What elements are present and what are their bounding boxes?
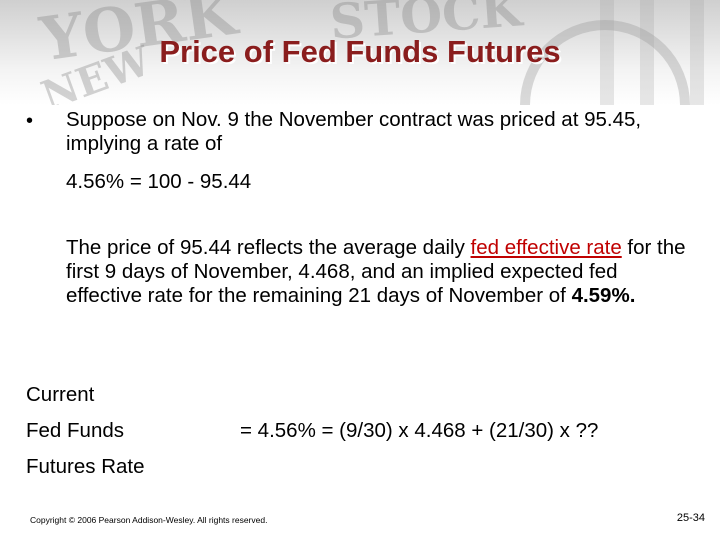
- bullet-marker: •: [26, 110, 34, 132]
- explanation-text-after: for the first 9 days of November, 4.468,…: [66, 236, 686, 307]
- futures-rate-formula: = 4.56% = (9/30) x 4.468 + (21/30) x ??: [240, 419, 599, 442]
- implied-rate-value: 4.59%.: [571, 284, 636, 307]
- explanation-text-before: The price of 95.44 reflects the average …: [66, 236, 471, 259]
- copyright-notice: Copyright © 2006 Pearson Addison-Wesley.…: [30, 515, 268, 525]
- paragraph-contract-price: Suppose on Nov. 9 the November contract …: [66, 108, 642, 155]
- paragraph-rate-equation: 4.56% = 100 - 95.44: [66, 170, 252, 193]
- label-futures-rate: Futures Rate: [26, 455, 145, 478]
- fed-effective-rate-link[interactable]: fed effective rate: [470, 236, 622, 259]
- label-current: Current: [26, 383, 95, 406]
- paragraph-price-explanation: The price of 95.44 reflects the average …: [66, 236, 686, 308]
- slide-title: Price of Fed Funds Futures: [159, 34, 561, 69]
- header-background-image: YORK STOCK NEW: [0, 0, 720, 105]
- page-number: 25-34: [676, 512, 705, 524]
- label-fed-funds: Fed Funds: [26, 419, 124, 442]
